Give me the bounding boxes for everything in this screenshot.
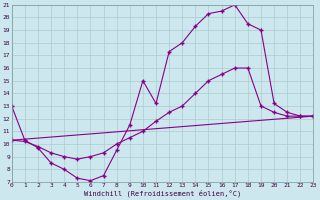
X-axis label: Windchill (Refroidissement éolien,°C): Windchill (Refroidissement éolien,°C) — [84, 190, 241, 197]
